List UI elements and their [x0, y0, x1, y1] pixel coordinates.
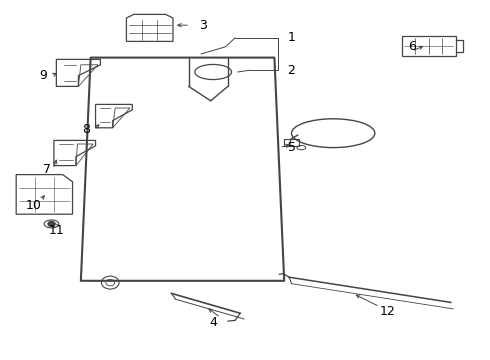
Text: 10: 10 [25, 199, 41, 212]
Text: 11: 11 [49, 224, 64, 237]
Bar [402, 36, 456, 56]
Circle shape [48, 221, 55, 226]
Text: 12: 12 [379, 305, 395, 318]
Text: 3: 3 [199, 19, 207, 32]
Text: 6: 6 [408, 40, 416, 53]
Text: 4: 4 [209, 316, 217, 329]
Text: 9: 9 [39, 69, 47, 82]
Text: 1: 1 [288, 31, 295, 44]
Text: 7: 7 [43, 163, 50, 176]
Text: 2: 2 [288, 64, 295, 77]
Bar [284, 139, 299, 146]
Text: 8: 8 [82, 123, 90, 136]
Text: 5: 5 [288, 141, 295, 154]
